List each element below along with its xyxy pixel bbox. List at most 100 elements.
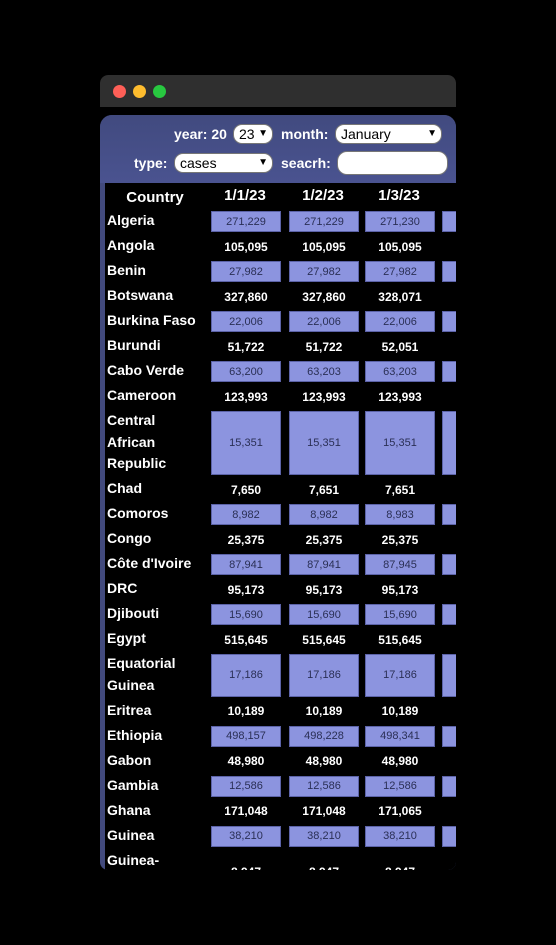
maximize-window-button[interactable] [153, 85, 166, 98]
value-cell: 12,586 [211, 775, 281, 797]
value-cell: 4 [442, 725, 456, 747]
country-name-line: Botswana [107, 287, 174, 303]
value-cell [442, 411, 456, 475]
country-name-line: Ethiopia [107, 726, 163, 743]
content-panel: year: 20 23 ▼ month: January ▼ type: cas… [100, 115, 456, 870]
table-row: Egypt 515,645 515,645 515,645 5 [105, 627, 456, 651]
chevron-down-icon: ▼ [258, 157, 268, 168]
data-table: Country 1/1/23 1/2/23 1/3/23 1 Algeria 271,229… [105, 183, 456, 870]
value-cell: 123,993 [224, 389, 268, 404]
value-cell: 22,006 [211, 311, 281, 332]
value-cell [442, 825, 456, 847]
value-cell: 5 [442, 629, 456, 650]
date-column-header[interactable]: 1/3/23 [378, 187, 420, 204]
value-cell: 51,722 [227, 339, 265, 354]
value-cell: 15,351 [211, 411, 281, 475]
country-name: Angola [107, 235, 203, 257]
search-input[interactable] [337, 151, 448, 175]
value-cell: 17,186 [211, 654, 281, 697]
month-select-value: January [341, 126, 391, 142]
country-name-line: Comoros [107, 505, 169, 521]
value-cell [442, 504, 456, 525]
table-row: Burkina Faso 22,006 22,006 22,006 [105, 309, 456, 333]
country-name-line: Congo [107, 530, 152, 546]
table-row: Ghana 171,048 171,048 171,065 [105, 799, 456, 823]
country-name: Ethiopia [107, 725, 203, 747]
title-bar [100, 75, 456, 107]
country-name: Guinea-Bissau [107, 850, 203, 871]
month-select[interactable]: January ▼ [335, 124, 442, 144]
value-cell: 63,203 [289, 361, 359, 382]
country-name: Côte d'Ivoire [107, 553, 203, 575]
table-row: Equatorial Guinea 17,186 17,186 17,186 [105, 652, 456, 698]
value-cell: 7,651 [384, 482, 416, 497]
value-cell: 52,051 [381, 339, 419, 354]
table-row: Chad 7,650 7,651 7,651 [105, 477, 456, 501]
value-cell [442, 211, 456, 232]
country-name-line: Algeria [107, 212, 155, 228]
country-name-line: Republic [107, 455, 167, 471]
table-row: Côte d'Ivoire 87,941 87,941 87,945 [105, 552, 456, 576]
value-cell: 8,947 [365, 851, 435, 870]
country-name: Comoros [107, 503, 203, 525]
value-cell: 27,982 [289, 261, 359, 282]
country-name: Gambia [107, 775, 203, 797]
value-cell: 63,203 [365, 361, 435, 382]
country-name-line: Burkina Faso [107, 312, 196, 328]
table-header-row: Country 1/1/23 1/2/23 1/3/23 1 [105, 187, 456, 209]
value-cell [442, 775, 456, 797]
country-name: Cameroon [107, 385, 203, 407]
year-select[interactable]: 23 ▼ [233, 124, 273, 144]
country-name: Ghana [107, 800, 203, 822]
value-cell: 498,341 [365, 725, 435, 747]
date-column-header[interactable]: 1/2/23 [302, 187, 344, 204]
country-name: Cabo Verde [107, 360, 203, 382]
value-cell: 87,941 [289, 554, 359, 575]
value-cell [442, 604, 456, 625]
value-cell [442, 654, 456, 697]
value-cell: 25,375 [381, 532, 419, 547]
value-cell: 51,722 [305, 339, 343, 354]
value-cell: 171,048 [224, 804, 268, 818]
country-name-line: Egypt [107, 630, 146, 646]
country-name: DRC [107, 578, 203, 600]
value-cell: 8,982 [211, 504, 281, 525]
value-cell [442, 554, 456, 575]
value-cell: 105,095 [224, 239, 268, 254]
country-name: Equatorial Guinea [107, 653, 203, 696]
value-cell: 271,230 [365, 211, 435, 232]
search-label: seacrh: [281, 155, 331, 171]
type-select[interactable]: cases ▼ [174, 153, 273, 173]
value-cell: 48,980 [305, 754, 343, 768]
value-cell: 271,229 [289, 211, 359, 232]
year-select-value: 23 [239, 126, 255, 142]
value-cell: 3 [442, 286, 456, 307]
minimize-window-button[interactable] [133, 85, 146, 98]
date-column-header[interactable]: 1/1/23 [224, 187, 266, 204]
table-row: Algeria 271,229 271,229 271,230 [105, 209, 456, 233]
value-cell: 10,189 [305, 704, 343, 718]
country-name-line: Chad [107, 480, 142, 496]
value-cell: 10,189 [227, 704, 265, 718]
value-cell: 7,650 [230, 482, 262, 497]
value-cell: 515,645 [378, 632, 422, 647]
value-cell: 17,186 [289, 654, 359, 697]
value-cell: 95,173 [305, 582, 343, 597]
value-cell: 95,173 [227, 582, 265, 597]
country-name: Benin [107, 260, 203, 282]
country-name: Burkina Faso [107, 310, 203, 332]
country-name-line: Cabo Verde [107, 362, 185, 378]
value-cell: 38,210 [365, 825, 435, 847]
value-cell: 498,228 [289, 725, 359, 747]
value-cell [442, 801, 456, 822]
value-cell: 38,210 [211, 825, 281, 847]
country-name-line: African [107, 433, 156, 450]
country-name: Chad [107, 478, 203, 500]
value-cell: 327,860 [302, 289, 346, 304]
close-window-button[interactable] [113, 85, 126, 98]
value-cell: 48,980 [227, 754, 265, 768]
table-row: Benin 27,982 27,982 27,982 [105, 259, 456, 283]
country-name-line: Benin [107, 262, 146, 278]
date-column-header[interactable]: 1 [440, 187, 456, 204]
country-name-line: Djibouti [107, 605, 160, 621]
